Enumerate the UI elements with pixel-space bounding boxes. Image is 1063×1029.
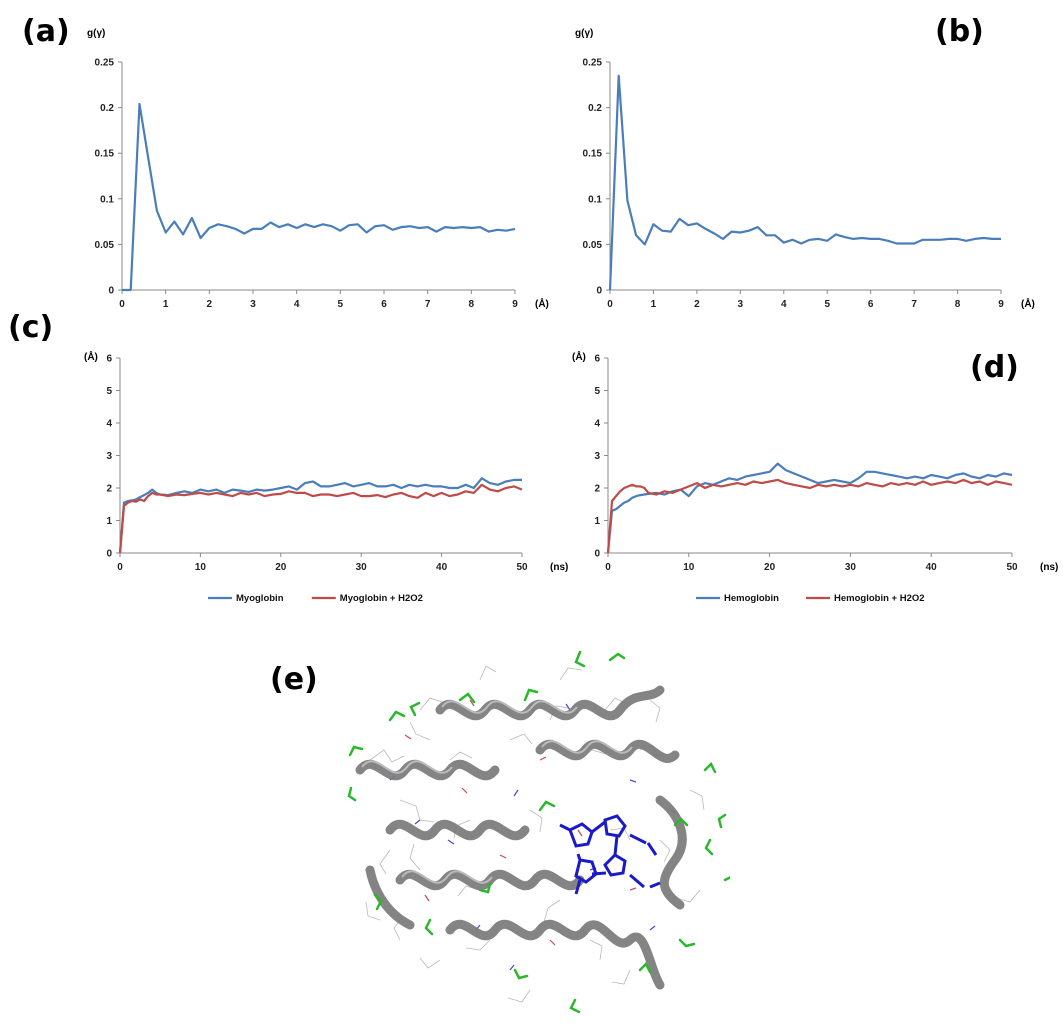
y-tick-label: 0.2 — [588, 103, 602, 114]
series-line-myoglobin-h2o2 — [120, 485, 522, 553]
y-tick-label: 0.1 — [100, 194, 114, 205]
x-tick-label: 30 — [845, 562, 857, 573]
x-axis-label: (Å) — [535, 297, 549, 310]
x-tick-label: 4 — [294, 299, 300, 310]
legend-label: Hemoglobin + H2O2 — [834, 593, 925, 604]
x-tick-label: 9 — [998, 299, 1004, 310]
series-line-myoglobin — [120, 478, 522, 553]
x-tick-label: 50 — [1006, 562, 1018, 573]
protein-structure-image — [330, 640, 730, 1020]
x-axis-label: (ns) — [1040, 562, 1058, 573]
y-tick-label: 4 — [594, 419, 600, 430]
legend-label: Myoglobin — [236, 593, 284, 604]
y-tick-label: 6 — [594, 354, 600, 365]
series-line-hemoglobin — [608, 464, 1012, 553]
x-tick-label: 0 — [119, 299, 125, 310]
panel-label-e: (e) — [270, 662, 318, 697]
x-tick-label: 1 — [651, 299, 657, 310]
chart-d: 0 1 2 3 4 5 6 0 10 20 30 40 50 (Å) (ns) Hemoglobin Hemog… — [572, 350, 1058, 604]
x-tick-label: 9 — [512, 299, 518, 310]
y-tick-label: 2 — [594, 484, 600, 495]
x-axis-label: (ns) — [550, 562, 568, 573]
y-tick-label: 0 — [108, 286, 114, 297]
series-line-b — [610, 76, 1001, 290]
y-tick-label: 1 — [594, 516, 600, 527]
y-tick-label: 5 — [594, 386, 600, 397]
chart-a: 0 0.05 0.1 0.15 0.2 0.25 0 1 2 3 4 5 6 7 8 9 g(γ) (Å) — [87, 28, 549, 310]
y-tick-label: 3 — [106, 451, 112, 462]
y-tick-label: 2 — [106, 484, 112, 495]
x-tick-label: 10 — [683, 562, 695, 573]
x-tick-label: 6 — [381, 299, 387, 310]
y-axis-label: (Å) — [572, 350, 586, 363]
x-tick-label: 3 — [250, 299, 256, 310]
y-tick-label: 0.15 — [583, 149, 603, 160]
y-tick-label: 6 — [106, 354, 112, 365]
y-tick-label: 0.25 — [583, 58, 603, 69]
x-tick-label: 10 — [195, 562, 207, 573]
x-tick-label: 4 — [781, 299, 787, 310]
x-tick-label: 0 — [605, 562, 611, 573]
y-axis-label: (Å) — [84, 350, 98, 363]
y-tick-label: 0.25 — [95, 58, 115, 69]
x-tick-label: 1 — [163, 299, 169, 310]
y-tick-label: 0.2 — [100, 103, 114, 114]
x-tick-label: 6 — [868, 299, 874, 310]
y-tick-label: 0.1 — [588, 194, 602, 205]
x-tick-label: 40 — [436, 562, 448, 573]
series-line-a — [122, 104, 515, 290]
x-tick-label: 20 — [275, 562, 287, 573]
legend-label: Hemoglobin — [724, 593, 779, 604]
legend-label: Myoglobin + H2O2 — [340, 593, 423, 604]
y-axis-label: g(γ) — [87, 28, 105, 39]
helix-highlights — [362, 701, 632, 883]
y-tick-label: 5 — [106, 386, 112, 397]
y-tick-label: 0.15 — [95, 149, 115, 160]
y-tick-label: 1 — [106, 516, 112, 527]
x-tick-label: 40 — [926, 562, 938, 573]
charts-canvas: 00.050.10.150.20.250 1 2 3 4 5 6 7 8 9g(γ)(Å)00.0… — [0, 0, 1063, 640]
x-tick-label: 3 — [738, 299, 744, 310]
x-tick-label: 2 — [694, 299, 700, 310]
chart-c: 0 1 2 3 4 5 6 0 10 20 30 40 50 (Å) (ns) Myoglobin Myoglo… — [84, 350, 568, 604]
x-tick-label: 0 — [607, 299, 613, 310]
x-axis-label: (Å) — [1021, 297, 1035, 310]
x-tick-label: 5 — [824, 299, 830, 310]
y-tick-label: 0 — [596, 286, 602, 297]
x-tick-label: 8 — [955, 299, 961, 310]
x-tick-label: 5 — [338, 299, 344, 310]
chart-b: 0 0.05 0.1 0.15 0.2 0.25 0 1 2 3 4 5 6 7 8 9 g(γ) (Å) — [575, 28, 1035, 310]
y-tick-label: 0.05 — [95, 240, 115, 251]
x-tick-label: 0 — [117, 562, 123, 573]
y-tick-label: 0 — [594, 549, 600, 560]
x-tick-label: 20 — [764, 562, 776, 573]
y-axis-label: g(γ) — [575, 28, 593, 39]
x-tick-label: 30 — [356, 562, 368, 573]
x-tick-label: 7 — [911, 299, 917, 310]
series-line-hemoglobin-h2o2 — [608, 480, 1012, 553]
x-tick-label: 2 — [207, 299, 213, 310]
x-tick-label: 7 — [425, 299, 431, 310]
y-tick-label: 3 — [594, 451, 600, 462]
x-tick-label: 8 — [469, 299, 475, 310]
y-tick-label: 4 — [106, 419, 112, 430]
x-tick-label: 50 — [516, 562, 528, 573]
y-tick-label: 0.05 — [583, 240, 603, 251]
y-tick-label: 0 — [106, 549, 112, 560]
